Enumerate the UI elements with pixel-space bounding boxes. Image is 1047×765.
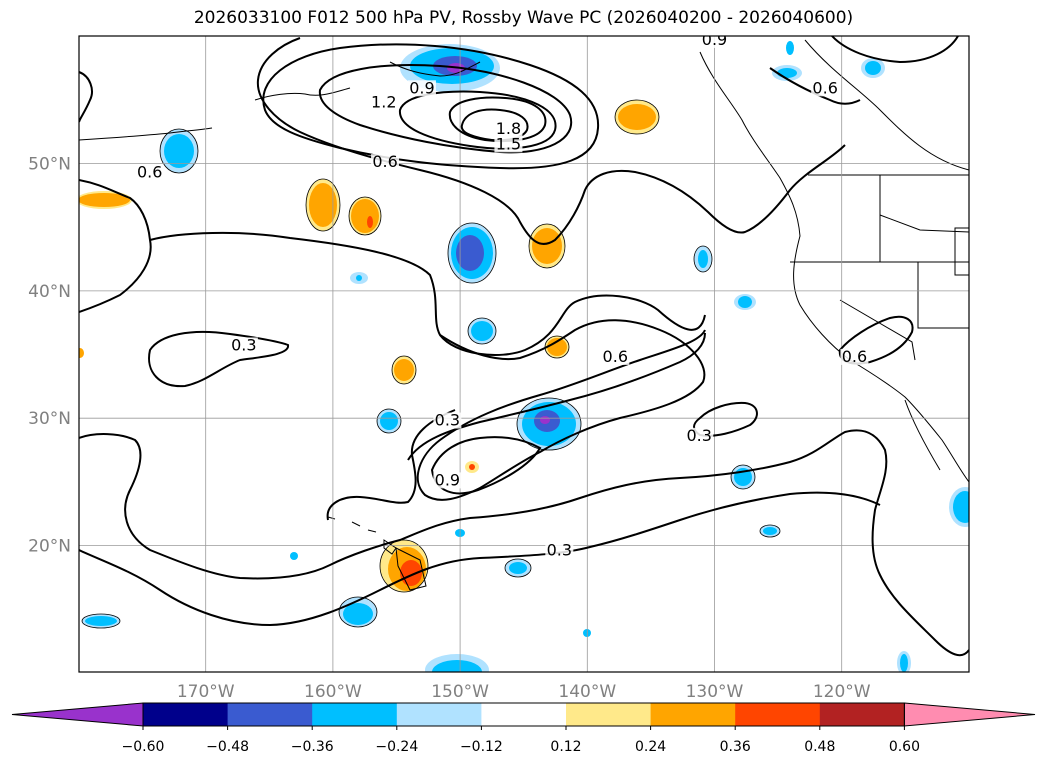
colorbar-segment [396, 703, 482, 726]
contour-label-bg [433, 412, 462, 429]
contour-label-bg [545, 542, 574, 559]
contour-label-bg [135, 164, 164, 181]
colorbar-tick-label: −0.24 [375, 739, 418, 755]
lat-label: 50°N [28, 155, 71, 175]
colorbar-segment [566, 703, 652, 726]
contour-label: 0.9 [435, 470, 460, 489]
colorbar-tick-label: −0.36 [291, 739, 334, 755]
contour-label: 0.6 [842, 347, 867, 366]
lat-label: 30°N [28, 409, 71, 429]
colorbar-tick-label: 0.60 [889, 739, 920, 755]
colorbar-segment [819, 703, 905, 726]
map-frame [78, 35, 970, 673]
contour-label: 0.6 [603, 347, 628, 366]
pv-anomaly-shading [79, 41, 969, 672]
contour-labels: 0.9 1.2 1.81.5 0.6 0.9 0.6 0.6 0.3 0.3 0.6 0.3 0.9 0… [135, 30, 869, 559]
contour-label: 0.3 [687, 426, 712, 445]
longitude-labels: 170°W 160°W 150°W 140°W 130°W 120°W [177, 682, 871, 702]
contour-label-bg [433, 472, 462, 489]
map-area [79, 36, 969, 672]
hawaiian-islands [327, 516, 427, 591]
contour-label-bg [700, 36, 729, 48]
contour-label: 0.9 [409, 78, 434, 97]
lon-label: 130°W [686, 682, 744, 702]
lon-label: 170°W [177, 682, 235, 702]
contour-label-bg [840, 348, 869, 365]
contour-label-bg [371, 154, 400, 171]
contour-label-bg [494, 121, 523, 138]
colorbar-tick-label: 0.12 [550, 739, 581, 755]
contour-label: 1.2 [371, 92, 396, 111]
colorbar-segment [735, 703, 821, 726]
contour-label: 0.9 [702, 30, 727, 49]
colorbar-segment [312, 703, 398, 726]
contour-label: 1.5 [496, 134, 521, 153]
contour-label-bg [229, 337, 258, 354]
pv-contours [79, 36, 969, 657]
colorbar-tick-label: −0.60 [122, 739, 165, 755]
contour-label-bg [369, 94, 398, 111]
contour-label-bg [685, 427, 714, 444]
colorbar-tick-label: 0.36 [720, 739, 751, 755]
colorbar-tick-label: 0.24 [635, 739, 666, 755]
colorbar-segment [227, 703, 313, 726]
coastlines [79, 39, 969, 483]
colorbar-tick-label: −0.48 [206, 739, 249, 755]
lon-label: 140°W [558, 682, 616, 702]
lat-label: 20°N [28, 537, 71, 557]
contour-label-bg [601, 348, 630, 365]
shading-outlines [81, 99, 781, 629]
colorbar-extend-high [903, 702, 1036, 727]
graticule [79, 36, 969, 672]
colorbar-segment [143, 703, 229, 726]
contour-label: 0.6 [372, 152, 397, 171]
latitude-labels: 20°N 30°N 40°N 50°N [28, 155, 71, 557]
colorbar-frame [142, 702, 905, 727]
contour-label: 0.6 [137, 162, 162, 181]
colorbar-tick-label: 0.48 [804, 739, 835, 755]
colorbar-segment [481, 703, 567, 726]
colorbar: −0.60 −0.48 −0.36 −0.24 −0.12 0.12 0.24 0.36 0.4… [11, 702, 1036, 755]
lat-label: 40°N [28, 282, 71, 302]
colorbar-tick-label: −0.12 [460, 739, 503, 755]
contour-label-bg [494, 136, 523, 153]
contour-label-bg [811, 80, 840, 97]
colorbar-extend-low [11, 702, 144, 727]
contour-label: 0.3 [547, 540, 572, 559]
lon-label: 150°W [431, 682, 489, 702]
chart-title: 2026033100 F012 500 hPa PV, Rossby Wave … [193, 8, 854, 28]
lon-label: 120°W [813, 682, 871, 702]
contour-label: 0.3 [231, 335, 256, 354]
lon-label: 160°W [304, 682, 362, 702]
colorbar-segment [650, 703, 736, 726]
contour-label: 0.3 [435, 411, 460, 430]
contour-label: 1.8 [496, 119, 521, 138]
contour-label-bg [407, 80, 436, 97]
contour-label: 0.6 [812, 78, 837, 97]
